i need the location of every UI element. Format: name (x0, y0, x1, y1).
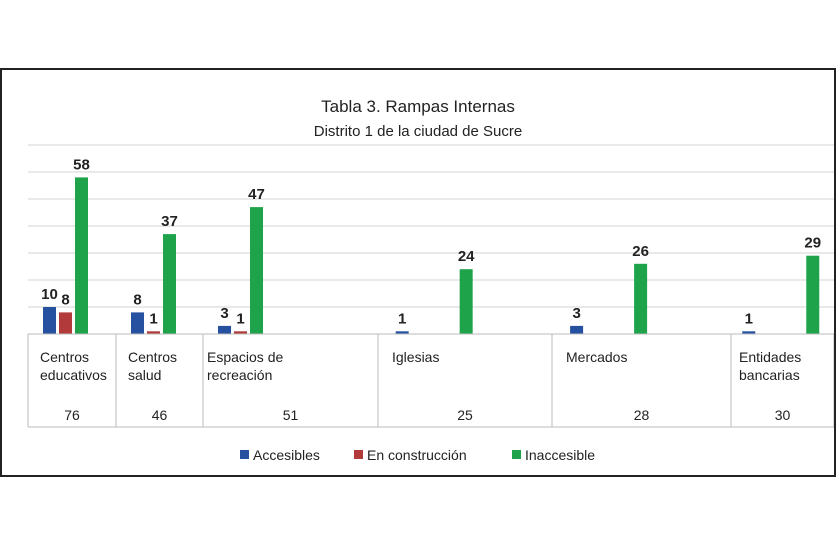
bar-inaccesible (163, 234, 176, 334)
chart-subtitle: Distrito 1 de la ciudad de Sucre (314, 123, 522, 140)
legend-label: Accesibles (253, 447, 320, 463)
bar-en-construcción (59, 312, 72, 334)
bar-chart: Tabla 3. Rampas Internas Distrito 1 de l… (27, 97, 834, 463)
legend-label: En construcción (367, 447, 467, 463)
bar-inaccesible (250, 207, 263, 334)
legend-label: Inaccesible (525, 447, 595, 463)
data-label: 1 (398, 310, 406, 327)
category-total: 46 (152, 407, 168, 423)
category-total: 51 (283, 407, 299, 423)
category-total: 30 (775, 407, 791, 423)
data-label: 10 (41, 286, 58, 303)
category-label: Centros educativos (40, 349, 107, 383)
legend-swatch (354, 450, 363, 459)
bar-accesibles (395, 331, 409, 334)
bar-inaccesible (806, 255, 820, 334)
legend: Accesibles En construcción Inaccesible (240, 447, 595, 463)
category-total: 25 (457, 407, 473, 423)
category-label: Centros salud (128, 349, 177, 383)
legend-swatch (240, 450, 249, 459)
category-label: Entidades bancarias (739, 349, 801, 383)
legend-swatch (512, 450, 521, 459)
data-label: 58 (73, 156, 90, 173)
data-label: 8 (133, 291, 141, 308)
bar-accesibles (131, 312, 144, 334)
bar-accesibles (43, 307, 56, 334)
bar-accesibles (218, 325, 231, 334)
bar-en-construcción (147, 331, 160, 334)
data-label: 29 (804, 235, 821, 252)
data-label: 24 (458, 248, 475, 265)
data-label: 1 (745, 310, 753, 327)
data-label: 37 (161, 213, 178, 230)
chart-title: Tabla 3. Rampas Internas (321, 97, 515, 116)
category-table: Centros educativos 76 Centros salud 46 Espacio… (27, 333, 834, 428)
data-label: 1 (236, 310, 244, 327)
data-label: 1 (149, 310, 157, 327)
data-label: 26 (632, 243, 649, 260)
category-total: 76 (64, 407, 80, 423)
data-label: 8 (61, 291, 69, 308)
bar-accesibles (570, 325, 584, 334)
chart-frame: Tabla 3. Rampas Internas Distrito 1 de l… (0, 68, 836, 477)
category-total: 28 (634, 407, 650, 423)
category-label: Iglesias (392, 349, 439, 365)
bar-accesibles (742, 331, 756, 334)
data-label: 3 (572, 305, 580, 322)
bar-inaccesible (459, 269, 473, 334)
data-label: 47 (248, 186, 265, 203)
category-label: Mercados (566, 349, 627, 365)
bar-en-construcción (234, 331, 247, 334)
gridlines (28, 144, 834, 308)
bar-inaccesible (634, 263, 648, 334)
category-label: Espacios de recreación (207, 349, 283, 383)
data-label: 3 (220, 305, 228, 322)
bar-inaccesible (75, 177, 88, 334)
